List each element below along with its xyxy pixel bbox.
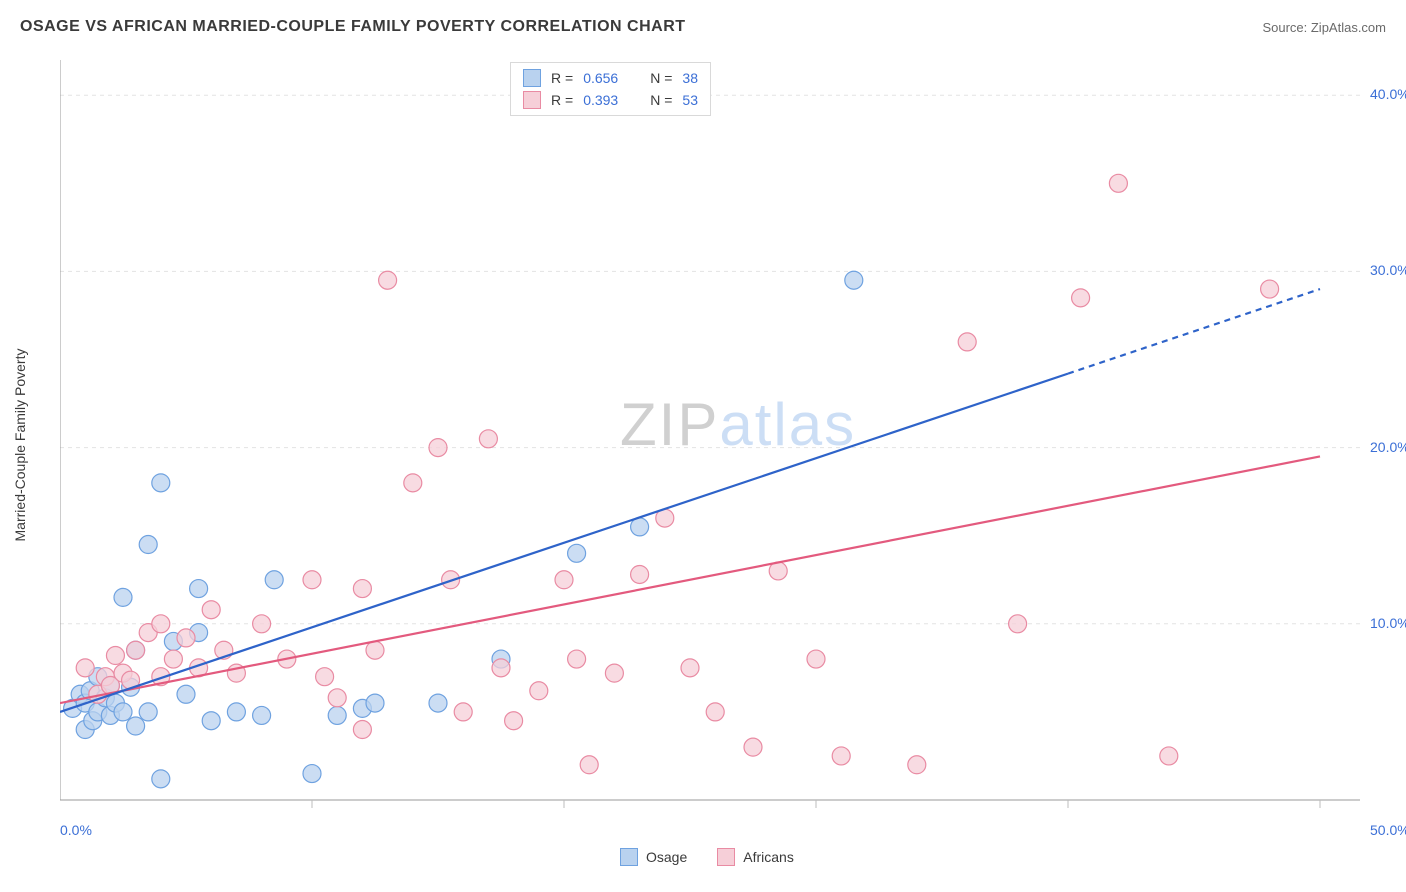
series-legend-item-osage: Osage bbox=[620, 848, 687, 866]
legend-n-label: N = bbox=[650, 92, 672, 108]
y-tick-label: 30.0% bbox=[1370, 262, 1406, 278]
legend-row-africans: R = 0.393 N = 53 bbox=[511, 89, 710, 111]
legend-r-label: R = bbox=[551, 92, 573, 108]
legend-row-osage: R = 0.656 N = 38 bbox=[511, 67, 710, 89]
correlation-legend: R = 0.656 N = 38 R = 0.393 N = 53 bbox=[510, 62, 711, 116]
scatter-plot bbox=[60, 60, 1360, 830]
x-tick-label: 0.0% bbox=[60, 822, 92, 838]
legend-swatch-africans bbox=[523, 91, 541, 109]
source-prefix: Source: bbox=[1262, 20, 1310, 35]
series-legend-item-africans: Africans bbox=[717, 848, 794, 866]
chart-title: OSAGE VS AFRICAN MARRIED-COUPLE FAMILY P… bbox=[20, 18, 686, 36]
legend-n-label: N = bbox=[650, 70, 672, 86]
source-attribution: Source: ZipAtlas.com bbox=[1262, 20, 1386, 35]
legend-r-value-osage: 0.656 bbox=[583, 70, 618, 86]
y-axis-label: Married-Couple Family Poverty bbox=[12, 349, 28, 542]
legend-r-value-africans: 0.393 bbox=[583, 92, 618, 108]
series-label-africans: Africans bbox=[743, 849, 794, 865]
source-name: ZipAtlas.com bbox=[1311, 20, 1386, 35]
legend-swatch-africans bbox=[717, 848, 735, 866]
series-legend: Osage Africans bbox=[620, 848, 794, 866]
y-tick-label: 20.0% bbox=[1370, 439, 1406, 455]
chart-header: OSAGE VS AFRICAN MARRIED-COUPLE FAMILY P… bbox=[20, 18, 1386, 36]
chart-area: Married-Couple Family Poverty ZIPatlas R… bbox=[60, 60, 1360, 830]
legend-n-value-osage: 38 bbox=[682, 70, 698, 86]
legend-swatch-osage bbox=[620, 848, 638, 866]
legend-swatch-osage bbox=[523, 69, 541, 87]
legend-n-value-africans: 53 bbox=[682, 92, 698, 108]
legend-r-label: R = bbox=[551, 70, 573, 86]
y-tick-label: 40.0% bbox=[1370, 86, 1406, 102]
series-label-osage: Osage bbox=[646, 849, 687, 865]
x-tick-label: 50.0% bbox=[1370, 822, 1406, 838]
y-tick-label: 10.0% bbox=[1370, 615, 1406, 631]
